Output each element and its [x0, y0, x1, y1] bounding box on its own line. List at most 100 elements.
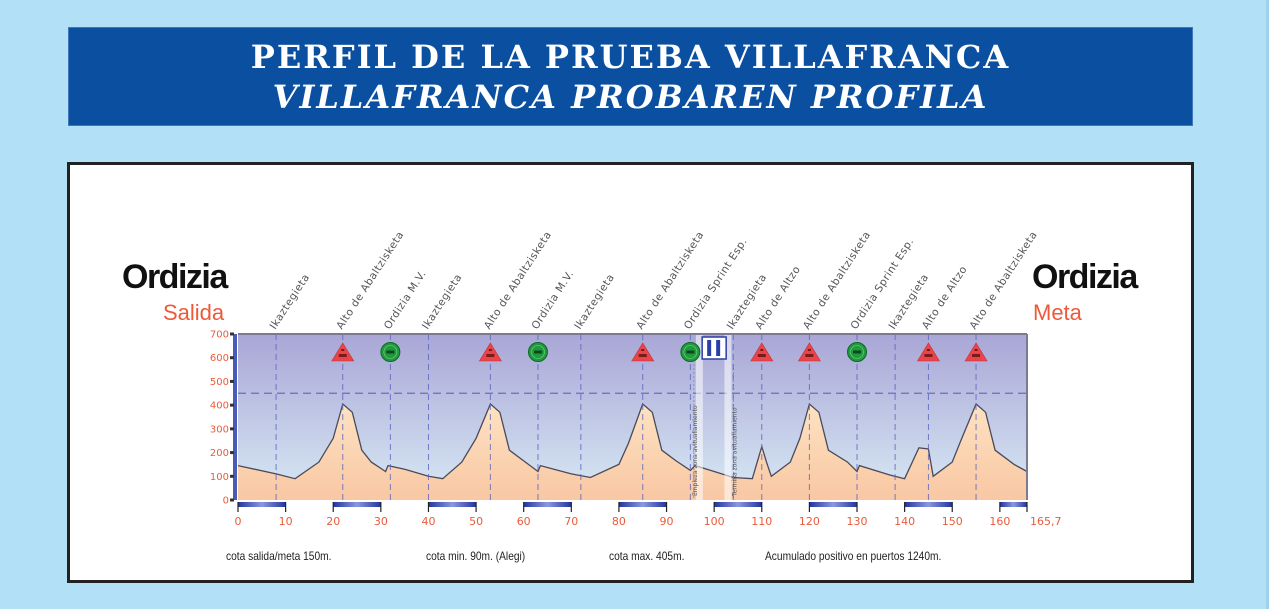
climb-glyph	[974, 349, 978, 351]
climb-glyph	[924, 354, 933, 357]
feed-zone-end-label: Termina zona avituallamiento	[731, 407, 738, 497]
waypoint-label: Ikaztegieta	[420, 272, 465, 332]
climb-glyph	[641, 349, 645, 351]
climb-glyph	[926, 349, 930, 351]
finish-label: Meta	[1033, 300, 1082, 325]
title-basque: VILLAFRANCA PROBAREN PROFILA	[272, 78, 989, 116]
start-label: Salida	[163, 300, 225, 325]
climb-glyph	[341, 349, 345, 351]
climb-marker-icon	[964, 342, 988, 362]
climb-marker-icon	[331, 342, 355, 362]
feed-zone-start-label: Empieza zona avituallamiento	[692, 405, 699, 496]
x-tick-label: 100	[704, 515, 725, 528]
waypoint-label: Ikaztegieta	[572, 272, 617, 332]
y-tick-label: 100	[210, 472, 229, 483]
climb-marker-icon	[478, 342, 502, 362]
climb-marker-icon	[797, 342, 821, 362]
y-tick-mark	[230, 332, 234, 336]
waypoint-label: Ordizia M.V.	[529, 268, 576, 331]
climb-glyph	[488, 349, 492, 351]
y-tick-mark	[230, 451, 234, 455]
elevation-area	[238, 404, 1027, 500]
sprint-glyph	[853, 350, 862, 354]
x-tick-label: 60	[517, 515, 531, 528]
y-tick-label: 400	[210, 401, 229, 412]
x-tick-label: 70	[564, 515, 578, 528]
y-tick-mark	[230, 379, 234, 383]
x-tick-label: 20	[326, 515, 340, 528]
climb-glyph	[486, 354, 495, 357]
y-tick-mark	[230, 356, 234, 360]
climb-glyph	[807, 349, 811, 351]
climb-glyph	[972, 354, 981, 357]
km-scale-bar	[238, 502, 286, 507]
knife-glyph	[716, 340, 721, 356]
x-tick-label: 0	[235, 515, 242, 528]
start-city: Ordizia	[122, 258, 228, 296]
y-tick-mark	[230, 427, 234, 431]
climb-marker-icon	[631, 342, 655, 362]
x-tick-label: 30	[374, 515, 388, 528]
km-scale-bar	[523, 502, 572, 507]
footer-accumulated-climb: Acumulado positivo en puertos 1240m.	[765, 549, 942, 563]
climb-triangle	[916, 342, 940, 362]
climb-triangle	[331, 342, 355, 362]
y-tick-mark	[230, 498, 234, 502]
climb-triangle	[750, 342, 774, 362]
x-tick-label: 110	[751, 515, 772, 528]
waypoint-label: Alto de Altzo	[920, 264, 970, 332]
y-tick-label: 200	[210, 448, 229, 459]
climb-glyph	[338, 354, 347, 357]
cutlery-icon-frame	[701, 336, 727, 360]
footer-max-elevation: cota max. 405m.	[609, 549, 685, 563]
feed-zone-end-band	[724, 334, 732, 500]
fork-glyph	[707, 340, 712, 356]
waypoint-label: Alto de Abaltzisketa	[968, 229, 1040, 331]
x-tick-label: 50	[469, 515, 483, 528]
sprint-glyph	[533, 350, 542, 354]
km-scale-bar	[428, 502, 477, 507]
km-scale-bar	[714, 502, 762, 507]
y-tick-label: 700	[210, 330, 229, 341]
climb-glyph	[638, 354, 647, 357]
x-tick-label: 150	[942, 515, 963, 528]
x-tick-label: 140	[894, 515, 915, 528]
sprint-glyph	[386, 350, 395, 354]
km-scale-bar	[904, 502, 953, 507]
sprint-marker-icon	[680, 342, 701, 362]
climb-triangle	[478, 342, 502, 362]
y-axis-bar	[233, 334, 237, 500]
climb-marker-icon	[750, 342, 774, 362]
x-tick-label: 160	[989, 515, 1010, 528]
y-tick-label: 300	[210, 424, 229, 435]
km-scale-bar	[809, 502, 858, 507]
feed-zone-start-band	[695, 334, 703, 500]
footer-start-elevation: cota salida/meta 150m.	[226, 549, 332, 563]
elevation-line	[237, 402, 1028, 480]
cutlery-icon	[701, 336, 727, 360]
x-tick-label: 40	[421, 515, 435, 528]
y-tick-mark	[230, 403, 234, 407]
x-tick-label: 120	[799, 515, 820, 528]
y-tick-label: 500	[210, 377, 229, 388]
sprint-ring	[683, 345, 698, 359]
page-edge	[1266, 0, 1269, 609]
climb-marker-icon	[916, 342, 940, 362]
climb-glyph	[805, 354, 814, 357]
y-tick-label: 0	[223, 496, 229, 507]
x-tick-label: 10	[279, 515, 293, 528]
x-tick-label: 165,7	[1030, 515, 1062, 528]
sprint-glyph	[686, 350, 695, 354]
y-tick-label: 600	[210, 353, 229, 364]
sprint-ring	[383, 345, 398, 359]
sprint-ring	[531, 345, 545, 359]
km-scale-bar	[618, 502, 667, 507]
finish-city: Ordizia	[1032, 258, 1138, 296]
sprint-marker-icon	[847, 342, 868, 362]
footer-min-elevation: cota min. 90m. (Alegi)	[426, 549, 526, 563]
title-spanish: PERFIL DE LA PRUEBA VILLAFRANCA	[250, 38, 1011, 76]
sprint-marker-icon	[380, 342, 401, 362]
sprint-marker-icon	[527, 342, 548, 362]
km-scale-bar	[999, 502, 1027, 507]
